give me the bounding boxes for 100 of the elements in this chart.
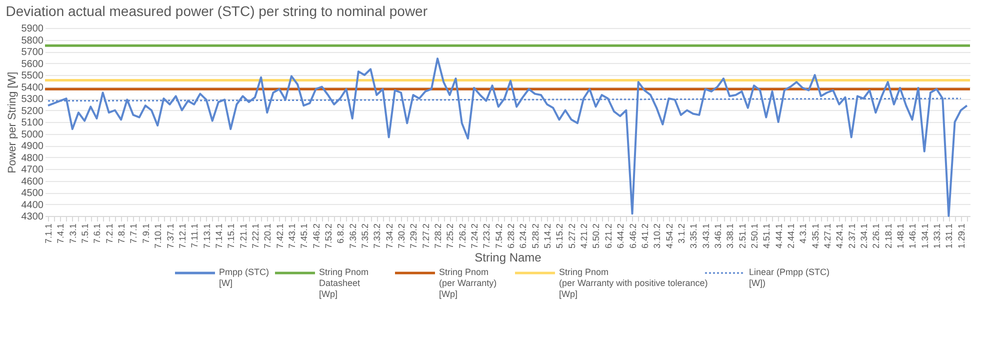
x-tick-label: 7.14.1 xyxy=(214,224,224,249)
x-tick-label: 4.27.1 xyxy=(822,224,832,249)
x-tick-label: 1.31.1 xyxy=(944,224,954,249)
x-tick-label: 7.34.2 xyxy=(384,224,394,249)
x-tick-label: 7.21.1 xyxy=(238,224,248,249)
y-tick-label: 4900 xyxy=(21,141,44,152)
x-tick-label: 4.24.1 xyxy=(834,224,845,249)
y-tick-label: 4800 xyxy=(21,152,44,164)
x-tick-label: 2.37.1 xyxy=(846,224,857,249)
x-tick-label: 3.46.1 xyxy=(712,224,723,249)
x-tick-label: 7.25.2 xyxy=(445,224,456,249)
x-tick-label: 5.15.2 xyxy=(554,224,565,249)
x-tick-label: 7.28.2 xyxy=(433,224,444,249)
x-tick-label: 6.28.2 xyxy=(506,224,516,249)
x-tick-label: 7.20.1 xyxy=(262,224,273,249)
x-tick-label: 6.21.2 xyxy=(603,224,614,249)
x-tick-label: 7.26.2 xyxy=(457,224,468,249)
x-tick-label: 2.34.1 xyxy=(859,224,870,249)
x-tick-label: 7.42.1 xyxy=(274,224,285,249)
y-tick-label: 5800 xyxy=(21,35,44,46)
x-tick-label: 1.48.1 xyxy=(896,224,906,249)
x-tick-label: 7.11.1 xyxy=(190,224,200,248)
x-tick-label: 7.53.2 xyxy=(323,224,334,249)
x-tick-label: 7.13.1 xyxy=(202,224,212,249)
y-tick-label: 5900 xyxy=(21,24,44,34)
x-tick-label: 6.41.2 xyxy=(640,224,650,249)
x-tick-label: 2.44.1 xyxy=(786,224,796,249)
x-tick-label: 7.37.1 xyxy=(165,224,176,249)
x-tick-label: 7.36.2 xyxy=(348,224,358,249)
x-tick-label: 2.26.1 xyxy=(871,224,882,249)
x-tick-label: 7.22.1 xyxy=(250,224,260,249)
x-tick-label: 7.35.2 xyxy=(360,224,370,249)
x-tick-label: 5.14.2 xyxy=(542,224,553,249)
y-tick-label: 4300 xyxy=(21,212,44,222)
line-series xyxy=(47,58,968,217)
y-tick-label: 5300 xyxy=(21,94,44,105)
x-tick-label: 7.33.2 xyxy=(372,224,382,249)
x-tick-label: 2.51.1 xyxy=(737,224,748,249)
x-tick-label: 7.30.2 xyxy=(396,224,407,249)
x-tick-label: 2.18.1 xyxy=(883,224,894,249)
x-tick-label: 7.5.1 xyxy=(80,224,90,244)
x-tick-label: 6.44.2 xyxy=(616,224,626,249)
x-tick-label: 3.10.2 xyxy=(652,224,662,249)
x-tick-label: 4.3.1 xyxy=(798,224,808,244)
chart-title: Deviation actual measured power (STC) per string to nominal power xyxy=(6,3,428,19)
y-tick-label: 5400 xyxy=(21,82,44,94)
x-tick-label: 4.21.2 xyxy=(579,224,590,249)
x-tick-label: 1.33.1 xyxy=(932,224,942,249)
y-tick-label: 4400 xyxy=(21,200,44,211)
x-tick-label: 5.28.2 xyxy=(530,224,540,249)
y-tick-label: 5100 xyxy=(21,118,44,128)
x-axis-title: String Name xyxy=(474,250,542,265)
x-tick-label: 7.54.2 xyxy=(494,224,504,249)
x-tick-label: 3.1.2 xyxy=(676,224,686,244)
x-tick-label: 7.6.1 xyxy=(92,224,102,244)
x-tick-label: 6.8.2 xyxy=(336,224,346,244)
y-tick-label: 5200 xyxy=(21,106,44,117)
legend-label: String Pnom (per Warranty with positive tolerance) [Wp] xyxy=(559,267,708,299)
x-tick-label: 1.29.1 xyxy=(956,224,966,249)
legend-label: String Pnom (per Warranty) [Wp] xyxy=(439,267,497,299)
x-tick-label: 7.46.2 xyxy=(311,224,322,249)
x-tick-label: 6.46.2 xyxy=(628,224,638,249)
x-tick-label: 7.27.2 xyxy=(420,224,431,249)
legend-label: Linear (Pmpp (STC) [W]) xyxy=(749,267,830,288)
x-tick-label: 7.15.1 xyxy=(226,224,236,249)
x-tick-label: 7.10.1 xyxy=(153,224,164,249)
y-axis-title: Power per String [W] xyxy=(6,72,18,174)
y-tick-label: 5700 xyxy=(21,47,44,58)
x-tick-label: 7.24.2 xyxy=(470,224,480,249)
y-tick-label: 5500 xyxy=(21,70,44,82)
y-tick-label: 5600 xyxy=(21,58,44,70)
x-tick-label: 7.8.1 xyxy=(116,224,127,244)
x-tick-label: 3.43.1 xyxy=(700,224,711,249)
x-tick-label: 7.1.1 xyxy=(44,224,54,244)
x-tick-label: 5.27.2 xyxy=(566,224,577,249)
x-tick-label: 1.34.1 xyxy=(920,224,930,249)
x-tick-label: 4.35.1 xyxy=(810,224,820,249)
y-tick-label: 5000 xyxy=(21,129,44,140)
y-tick-label: 4700 xyxy=(21,164,44,176)
x-tick-label: 5.50.2 xyxy=(591,224,602,249)
x-tick-label: 3.38.1 xyxy=(725,224,736,249)
x-tick-label: 7.43.1 xyxy=(286,224,297,249)
y-tick-label: 4600 xyxy=(21,176,44,188)
x-tick-label: 7.7.1 xyxy=(128,224,139,244)
y-tick-label: 4500 xyxy=(21,188,44,199)
x-tick-label: 7.3.1 xyxy=(68,224,78,244)
x-tick-label: 1.46.1 xyxy=(908,224,918,249)
x-tick-label: 6.24.2 xyxy=(518,224,528,249)
x-tick-label: 4.54.2 xyxy=(664,224,674,249)
x-tick-label: 2.50.1 xyxy=(749,224,760,249)
x-tick-label: 7.45.1 xyxy=(299,224,310,249)
x-tick-label: 7.4.1 xyxy=(56,224,66,244)
x-tick-label: 7.29.2 xyxy=(408,224,419,249)
x-tick-label: 4.51.1 xyxy=(762,224,772,249)
x-tick-label: 3.35.1 xyxy=(688,224,699,249)
x-tick-label: 7.23.2 xyxy=(482,224,492,249)
x-tick-label: 4.44.1 xyxy=(774,224,784,249)
x-tick-label: 7.12.1 xyxy=(177,224,188,249)
x-tick-label: 7.9.1 xyxy=(140,224,151,244)
x-tick-label: 7.2.1 xyxy=(104,224,114,244)
